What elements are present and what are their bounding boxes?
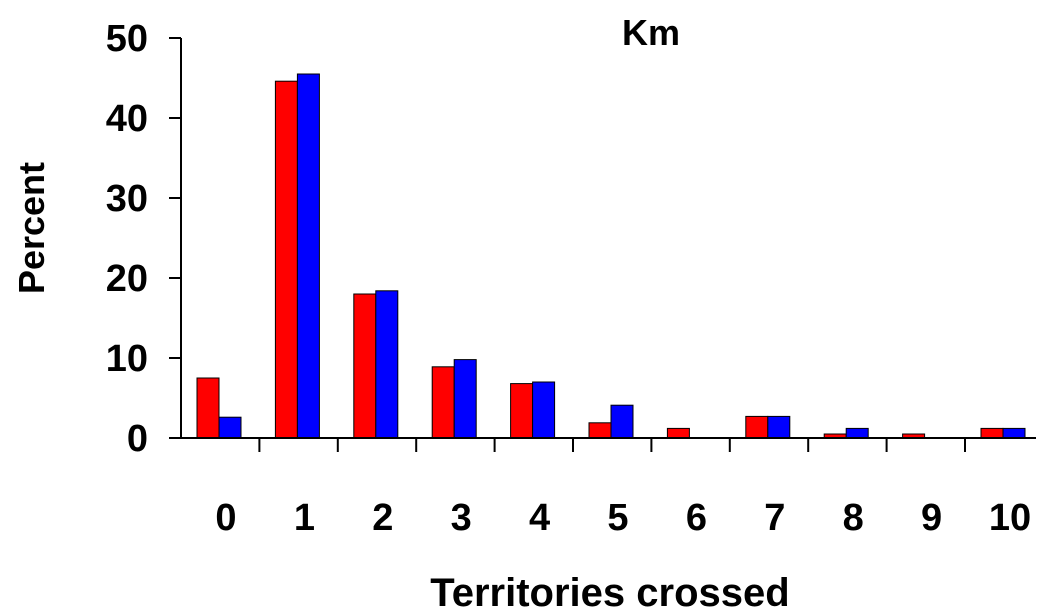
bar-red-1 [274,80,298,439]
x-tick-label: 10 [989,497,1031,539]
bar-blue-0 [218,416,242,439]
bar-blue-2 [375,290,399,439]
bar-blue-8 [845,427,869,439]
bar-blue-5 [610,404,634,439]
bar-blue-10 [1002,427,1026,439]
bars [196,73,1026,439]
y-axis-label: Percent [11,162,52,294]
x-tick-label: 9 [921,497,942,539]
x-tick-label: 7 [764,497,785,539]
x-axis-label: Territories crossed [430,571,789,615]
x-tick-label: 8 [843,497,864,539]
x-tick-label: 6 [686,497,707,539]
bar-red-6 [666,427,690,439]
x-tick-label: 4 [529,497,550,539]
bar-red-0 [196,377,220,439]
y-axis-ticks: 0 10 20 30 40 50 [106,18,181,460]
x-axis-ticks: 0 1 2 3 4 5 6 7 8 9 10 [215,438,1031,539]
bar-red-7 [745,415,769,439]
x-tick-label: 3 [451,497,472,539]
bar-blue-7 [767,415,791,439]
y-tick-label: 20 [106,258,148,300]
bar-red-3 [431,366,455,439]
bar-blue-4 [532,381,556,439]
x-tick-label: 5 [607,497,628,539]
y-tick-label: 30 [106,178,148,220]
bar-blue-1 [296,73,320,439]
bar-red-5 [588,422,612,439]
bar-blue-3 [453,359,477,439]
y-tick-label: 40 [106,98,148,140]
x-tick-label: 0 [215,497,236,539]
y-tick-label: 10 [106,338,148,380]
chart-title: Km [622,12,680,53]
bar-red-2 [353,293,377,439]
x-tick-label: 2 [372,497,393,539]
y-tick-label: 50 [106,18,148,60]
x-tick-label: 1 [294,497,315,539]
y-tick-label: 0 [127,418,148,460]
bar-red-4 [510,383,534,439]
bar-red-10 [980,427,1004,439]
